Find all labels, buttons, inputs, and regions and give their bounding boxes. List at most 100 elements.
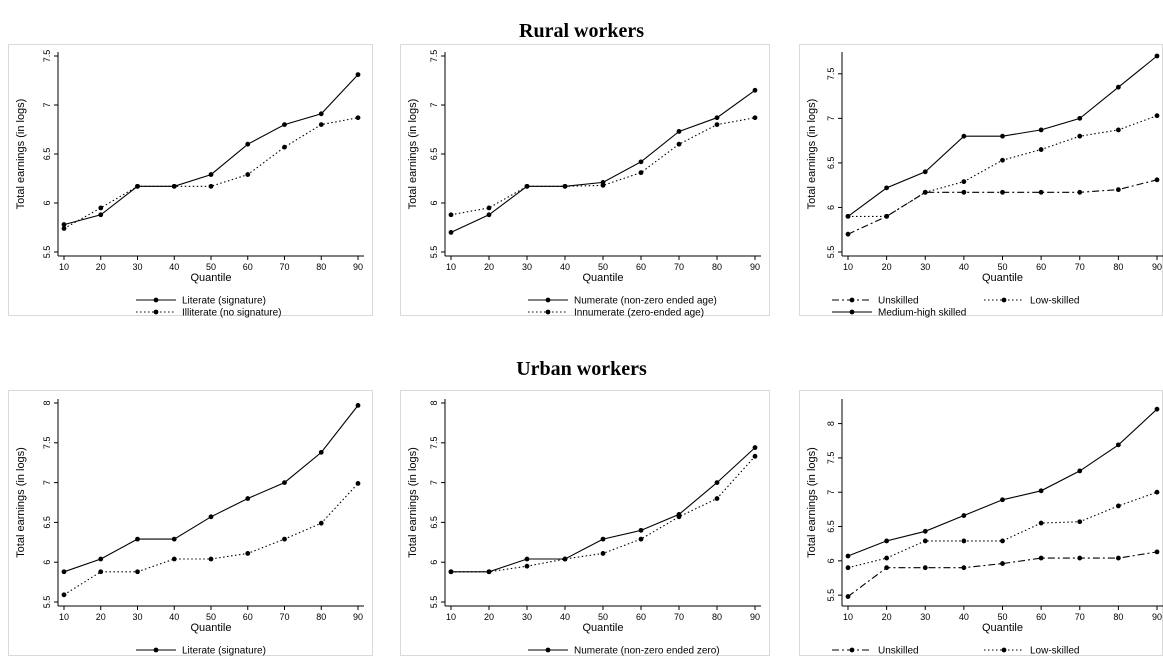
data-point [752,87,758,93]
x-axis-label: Quantile [982,272,1023,284]
series-line [847,551,1158,597]
y-axis-label: Total earnings (in logs) [407,99,419,210]
legend-label: Low-skilled [1030,646,1079,656]
rural-section-title: Rural workers [519,20,644,42]
data-point [1077,115,1083,121]
x-tick-label: 60 [243,262,253,272]
data-point [1154,489,1160,495]
data-point [448,230,454,235]
legend-label: Low-skilled [1030,296,1079,307]
data-point [208,556,214,562]
series-line [847,408,1158,557]
series-line [848,115,1158,217]
x-tick-label: 60 [243,612,253,622]
x-tick-label: 80 [712,612,722,622]
x-axis-label: Quantile [982,622,1023,634]
legend-marker [1001,297,1007,303]
y-tick-label: 7.5 [826,452,836,465]
data-point [1154,177,1160,183]
data-point [282,144,287,150]
data-point [1154,113,1160,119]
data-point [638,527,644,533]
x-tick-label: 30 [522,262,532,272]
x-tick-label: 10 [446,612,456,622]
data-point [1038,147,1044,152]
chart-frame [400,44,770,316]
data-point [1115,442,1121,448]
legend-marker [153,309,159,315]
y-tick-label: 5.5 [42,246,52,259]
y-tick-label: 5.5 [826,246,836,259]
x-tick-label: 90 [750,612,760,622]
data-point [1154,53,1160,59]
data-point [638,159,644,165]
x-tick-label: 10 [59,262,69,272]
data-point [922,169,928,175]
data-point [922,528,928,534]
chart-rural-skill: 5.5 6 6.5 7 7.5 10 20 30 40 50 60 70 80 90 Quantile Tot… [799,44,1163,319]
x-tick-label: 40 [959,262,969,272]
x-tick-label: 20 [96,262,106,272]
data-point [448,212,454,218]
legend-label: Unskilled [878,296,919,307]
data-point [318,449,324,455]
data-point [208,514,214,520]
data-point [562,183,568,189]
x-tick-label: 50 [206,262,216,272]
series-line [847,491,1158,569]
x-tick-label: 50 [206,612,216,622]
x-axis-label: Quantile [583,272,624,284]
y-tick-label: 6 [42,560,52,565]
y-tick-label: 6.5 [429,516,439,529]
x-tick-label: 10 [446,262,456,272]
data-point [1038,488,1044,494]
data-point [524,556,530,562]
data-point [961,189,967,195]
x-tick-label: 80 [316,262,326,272]
x-tick-label: 20 [484,262,494,272]
data-point [1077,519,1083,525]
y-tick-label: 6 [429,200,439,205]
x-tick-label: 40 [169,262,179,272]
data-point [845,565,851,571]
y-axis-label: Total earnings (in logs) [806,447,818,558]
legend-marker [849,309,855,315]
x-tick-label: 20 [882,612,892,622]
data-point [845,231,851,237]
data-point [1038,127,1044,133]
x-tick-label: 20 [882,262,892,272]
series-line [450,117,756,216]
y-tick-label: 5.5 [429,246,439,259]
x-tick-label: 70 [279,612,289,622]
data-point [318,111,324,117]
x-tick-label: 10 [59,612,69,622]
y-tick-label: 6 [826,558,836,563]
x-tick-label: 40 [560,612,570,622]
data-point [714,480,720,485]
y-tick-label: 6 [42,200,52,205]
data-point [282,480,287,485]
data-point [961,565,967,571]
data-point [961,133,967,139]
data-point [282,536,287,542]
x-tick-label: 40 [560,262,570,272]
data-point [98,205,104,211]
y-axis-label: Total earnings (in logs) [15,447,27,558]
data-point [961,179,967,185]
y-tick-label: 7 [826,490,836,495]
x-axis-label: Quantile [583,622,624,634]
data-point [245,172,251,177]
y-tick-label: 6 [826,205,836,210]
data-point [355,480,361,486]
x-tick-label: 10 [843,262,853,272]
data-point [676,129,682,134]
y-tick-label: 6.5 [429,148,439,161]
data-point [135,183,140,189]
x-tick-label: 50 [997,262,1007,272]
data-point [752,453,758,459]
legend-marker [849,297,855,303]
chart-urban-literacy: 5.5 6 6.5 7 7.5 8 10 20 30 40 50 60 70 80 90 Quantile To… [8,390,373,656]
data-point [1115,187,1121,193]
data-point [884,565,890,571]
x-tick-label: 20 [96,612,106,622]
